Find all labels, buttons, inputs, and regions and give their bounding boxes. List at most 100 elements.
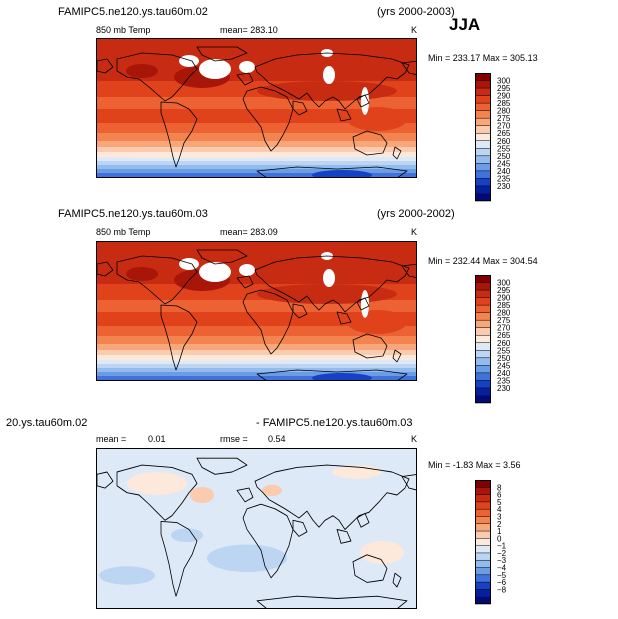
colorbar-tick-label: 260 <box>497 339 511 348</box>
coastline <box>116 464 198 521</box>
temperature-band <box>97 376 416 380</box>
colorbar-swatch <box>475 494 491 503</box>
colorbar-swatch <box>475 509 491 517</box>
temperature-region <box>257 81 397 101</box>
colorbar-swatch <box>475 538 491 546</box>
colorbar-tick-label: 240 <box>497 167 511 176</box>
colorbar-frame <box>475 73 491 201</box>
colorbar-tick-label: 275 <box>497 114 511 123</box>
temperature-band <box>97 161 416 165</box>
missing-data-region <box>179 258 199 270</box>
colorbar-swatch <box>475 73 491 81</box>
colorbar-swatch <box>475 574 491 583</box>
temperature-band <box>97 344 416 350</box>
colorbar-tick-label: 280 <box>497 107 511 116</box>
coastline <box>292 303 308 319</box>
coastline <box>242 289 294 355</box>
colorbar-swatch <box>475 380 491 389</box>
panel3-title-right: - FAMIPC5.ne120.ys.tau60m.03 <box>256 417 413 429</box>
coastline <box>356 94 370 108</box>
colorbar-tick-label: 8 <box>497 483 502 492</box>
temperature-band <box>97 326 416 336</box>
temperature-band <box>97 336 416 344</box>
missing-data-region <box>323 269 335 287</box>
difference-region <box>360 541 404 564</box>
colorbar-swatch <box>475 193 491 202</box>
coastline <box>236 487 254 503</box>
colorbar-tick-label: −2 <box>497 549 507 558</box>
colorbar-tick-label: 0 <box>497 534 502 543</box>
missing-data-region <box>199 59 231 79</box>
colorbar-tick-label: 1 <box>497 527 502 536</box>
colorbar-swatch <box>475 516 491 525</box>
temperature-band <box>97 133 416 141</box>
colorbar-tick-label: 255 <box>497 144 511 153</box>
colorbar-swatch <box>475 501 491 510</box>
missing-data-region <box>239 264 255 276</box>
temperature-region <box>347 310 407 334</box>
panel3-rmse-value: 0.54 <box>268 434 286 444</box>
colorbar-tick-label: 280 <box>497 309 511 318</box>
colorbar-tick-label: 295 <box>497 84 511 93</box>
colorbar-swatch <box>475 103 491 111</box>
temperature-band <box>97 165 416 169</box>
temperature-region <box>126 267 158 281</box>
difference-region <box>237 497 357 539</box>
colorbar-tick-label: 245 <box>497 361 511 370</box>
coastline <box>236 72 254 86</box>
panel3-minmax: Min = -1.83 Max = 3.56 <box>428 460 521 470</box>
colorbar-swatch <box>475 372 491 381</box>
missing-data-region <box>361 290 369 318</box>
coastline <box>256 595 408 608</box>
coastline <box>401 263 416 278</box>
colorbar-swatch <box>475 320 491 329</box>
colorbar-swatch <box>475 560 491 568</box>
coastline <box>242 503 294 579</box>
temperature-region <box>97 357 317 361</box>
colorbar-tick-label: 265 <box>497 129 511 138</box>
coastline <box>392 572 402 588</box>
colorbar-swatch <box>475 350 491 359</box>
colorbar-swatch <box>475 178 491 187</box>
season-label: JJA <box>449 15 481 34</box>
difference-region <box>99 566 155 585</box>
coastline <box>336 108 352 122</box>
colorbar-tick-label: 300 <box>497 279 511 288</box>
colorbar-swatch <box>475 155 491 164</box>
colorbar-swatch <box>475 282 491 291</box>
colorbar-tick-label: 2 <box>497 520 502 529</box>
colorbar-tick-label: 265 <box>497 331 511 340</box>
colorbar-swatch <box>475 327 491 336</box>
panel2-colorbar: 300 295 290 285 280 275 270 265 260 255 250 245 240 2… <box>475 275 511 404</box>
colorbar-swatch <box>475 335 491 344</box>
colorbar-tick-label: 300 <box>497 77 511 86</box>
colorbar-tick-label: 235 <box>497 376 511 385</box>
colorbar-swatch <box>475 342 491 351</box>
panel3-title-left: 20.ys.tau60m.02 <box>6 417 88 429</box>
colorbar-swatch <box>475 480 491 488</box>
coastline <box>254 255 410 313</box>
colorbar-tick-label: 290 <box>497 92 511 101</box>
coastline <box>256 369 408 380</box>
missing-data-region <box>179 55 199 67</box>
colorbar-swatch <box>475 275 491 283</box>
temperature-band <box>97 169 416 173</box>
temperature-band <box>97 372 416 376</box>
colorbar-frame <box>475 275 491 403</box>
colorbar-swatch <box>475 487 491 495</box>
panel1-colorbar: 300 295 290 285 280 275 270 265 260 255 250 245 240 2… <box>475 73 511 202</box>
panel3-rmse-label: rmse = <box>220 434 248 444</box>
panel2-mean: mean= 283.09 <box>220 227 278 237</box>
colorbar-tick-label: −4 <box>497 564 507 573</box>
colorbar-tick-label: 245 <box>497 159 511 168</box>
coastline <box>356 297 370 311</box>
difference-region <box>262 484 282 497</box>
colorbar-tick-label: 5 <box>497 498 502 507</box>
coastline <box>196 249 248 265</box>
temperature-band <box>97 141 416 147</box>
coastline <box>336 311 352 325</box>
temperature-band <box>97 312 416 326</box>
colorbar-swatch <box>475 110 491 119</box>
temperature-band <box>97 109 416 123</box>
